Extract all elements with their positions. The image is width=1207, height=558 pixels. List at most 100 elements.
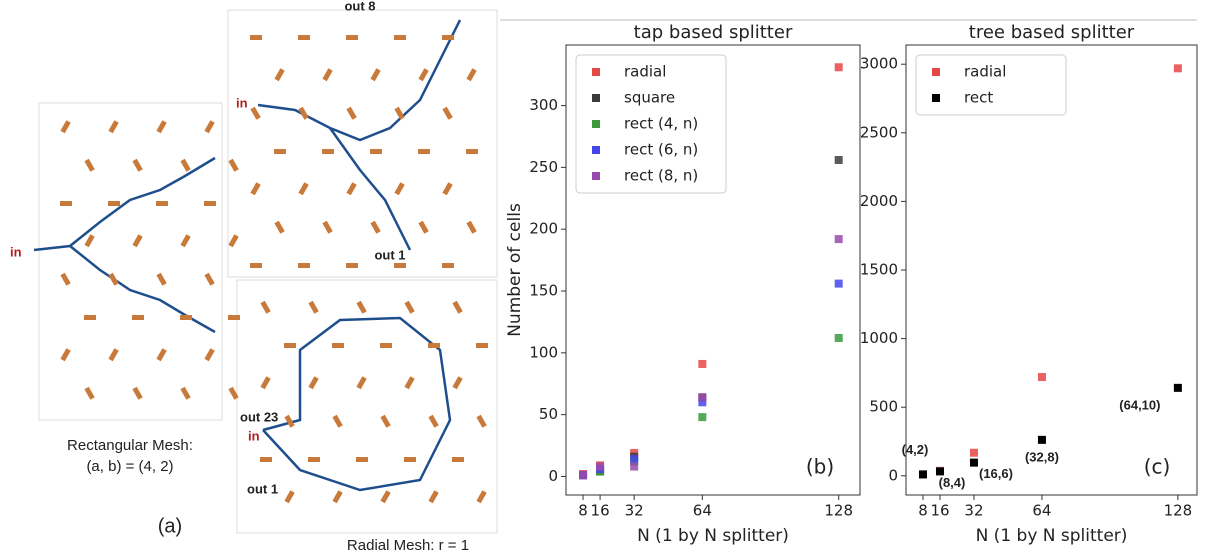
cell: [156, 348, 166, 361]
cell: [60, 348, 70, 361]
x-tick-label: 64: [693, 502, 712, 520]
in-label: in: [10, 244, 22, 259]
point: [698, 413, 706, 421]
legend-label: radial: [624, 63, 666, 81]
x-tick-label: 16: [591, 502, 610, 520]
y-tick-label: 1000: [860, 329, 898, 347]
cell: [132, 159, 142, 172]
point: [919, 470, 927, 478]
cell: [84, 159, 94, 172]
cell: [466, 149, 478, 154]
cell: [108, 348, 118, 361]
y-tick-label: 0: [888, 466, 898, 484]
y-tick-label: 300: [529, 96, 558, 114]
point: [835, 235, 843, 243]
y-tick-label: 500: [869, 398, 898, 416]
point: [596, 463, 604, 471]
x-axis-label: N (1 by N splitter): [976, 526, 1128, 546]
cell: [132, 315, 144, 320]
legend-marker: [592, 172, 600, 180]
point: [835, 156, 843, 164]
x-tick-label: 8: [578, 502, 588, 520]
rect-mesh-frame: [39, 103, 222, 420]
y-tick-label: 1500: [860, 261, 898, 279]
x-tick-label: 128: [1164, 502, 1193, 520]
out-label: out 1: [374, 247, 405, 262]
x-axis-label: N (1 by N splitter): [637, 526, 789, 546]
legend-marker: [932, 68, 940, 76]
cell: [298, 35, 310, 40]
cell: [428, 343, 440, 348]
point: [630, 463, 638, 471]
cell: [370, 149, 382, 154]
cell: [60, 273, 70, 286]
cell: [108, 201, 120, 206]
panel-label: (a): [158, 515, 182, 537]
legend-marker: [592, 94, 600, 102]
point: [579, 471, 587, 479]
legend-label: rect (6, n): [624, 141, 698, 159]
x-tick-label: 128: [824, 502, 853, 520]
y-tick-label: 2000: [860, 192, 898, 210]
legend-label: radial: [964, 63, 1006, 81]
cell: [308, 457, 320, 462]
cell: [298, 263, 310, 268]
cell: [84, 315, 96, 320]
point: [698, 360, 706, 368]
cell: [204, 201, 216, 206]
cell: [332, 343, 344, 348]
point: [835, 63, 843, 71]
out-label: out 8: [344, 0, 375, 13]
x-tick-label: 32: [964, 502, 983, 520]
cell: [84, 387, 94, 400]
legend-label: square: [624, 89, 675, 107]
point: [1174, 384, 1182, 392]
point: [1174, 64, 1182, 72]
x-tick-label: 16: [930, 502, 949, 520]
point: [1038, 436, 1046, 444]
panel-label: (b): [806, 455, 834, 479]
y-tick-label: 150: [529, 282, 558, 300]
point-label: (16,6): [979, 466, 1013, 481]
cell: [322, 149, 334, 154]
cell: [156, 201, 168, 206]
cell: [404, 457, 416, 462]
cell: [274, 149, 286, 154]
y-axis-label: Number of cells: [505, 203, 525, 337]
cell: [60, 201, 72, 206]
caption: Radial Mesh: r = 1: [347, 537, 469, 554]
y-tick-label: 0: [548, 467, 558, 485]
cell: [204, 348, 214, 361]
point: [1038, 373, 1046, 381]
y-tick-label: 3000: [860, 55, 898, 73]
point: [698, 393, 706, 401]
cell: [284, 343, 296, 348]
y-tick-label: 100: [529, 343, 558, 361]
cell: [60, 120, 70, 133]
cell: [132, 234, 142, 247]
legend-label: rect (8, n): [624, 167, 698, 185]
cell: [442, 263, 454, 268]
cell: [132, 387, 142, 400]
point-label: (4,2): [902, 442, 929, 457]
cell: [108, 120, 118, 133]
cell: [452, 457, 464, 462]
radial-top-frame: [228, 10, 497, 277]
chart-title: tree based splitter: [969, 22, 1135, 43]
point: [970, 449, 978, 457]
cell: [418, 149, 430, 154]
point-label: (8,4): [939, 475, 966, 490]
x-tick-label: 8: [918, 502, 928, 520]
cell: [250, 35, 262, 40]
legend-marker: [592, 120, 600, 128]
panel-label: (c): [1144, 455, 1171, 479]
cell: [180, 315, 192, 320]
legend-label: rect (4, n): [624, 115, 698, 133]
cell: [356, 457, 368, 462]
cell: [394, 35, 406, 40]
caption: Rectangular Mesh:: [67, 437, 193, 454]
cell: [180, 387, 190, 400]
cell: [260, 457, 272, 462]
cell: [180, 234, 190, 247]
chart-title: tap based splitter: [634, 22, 793, 43]
